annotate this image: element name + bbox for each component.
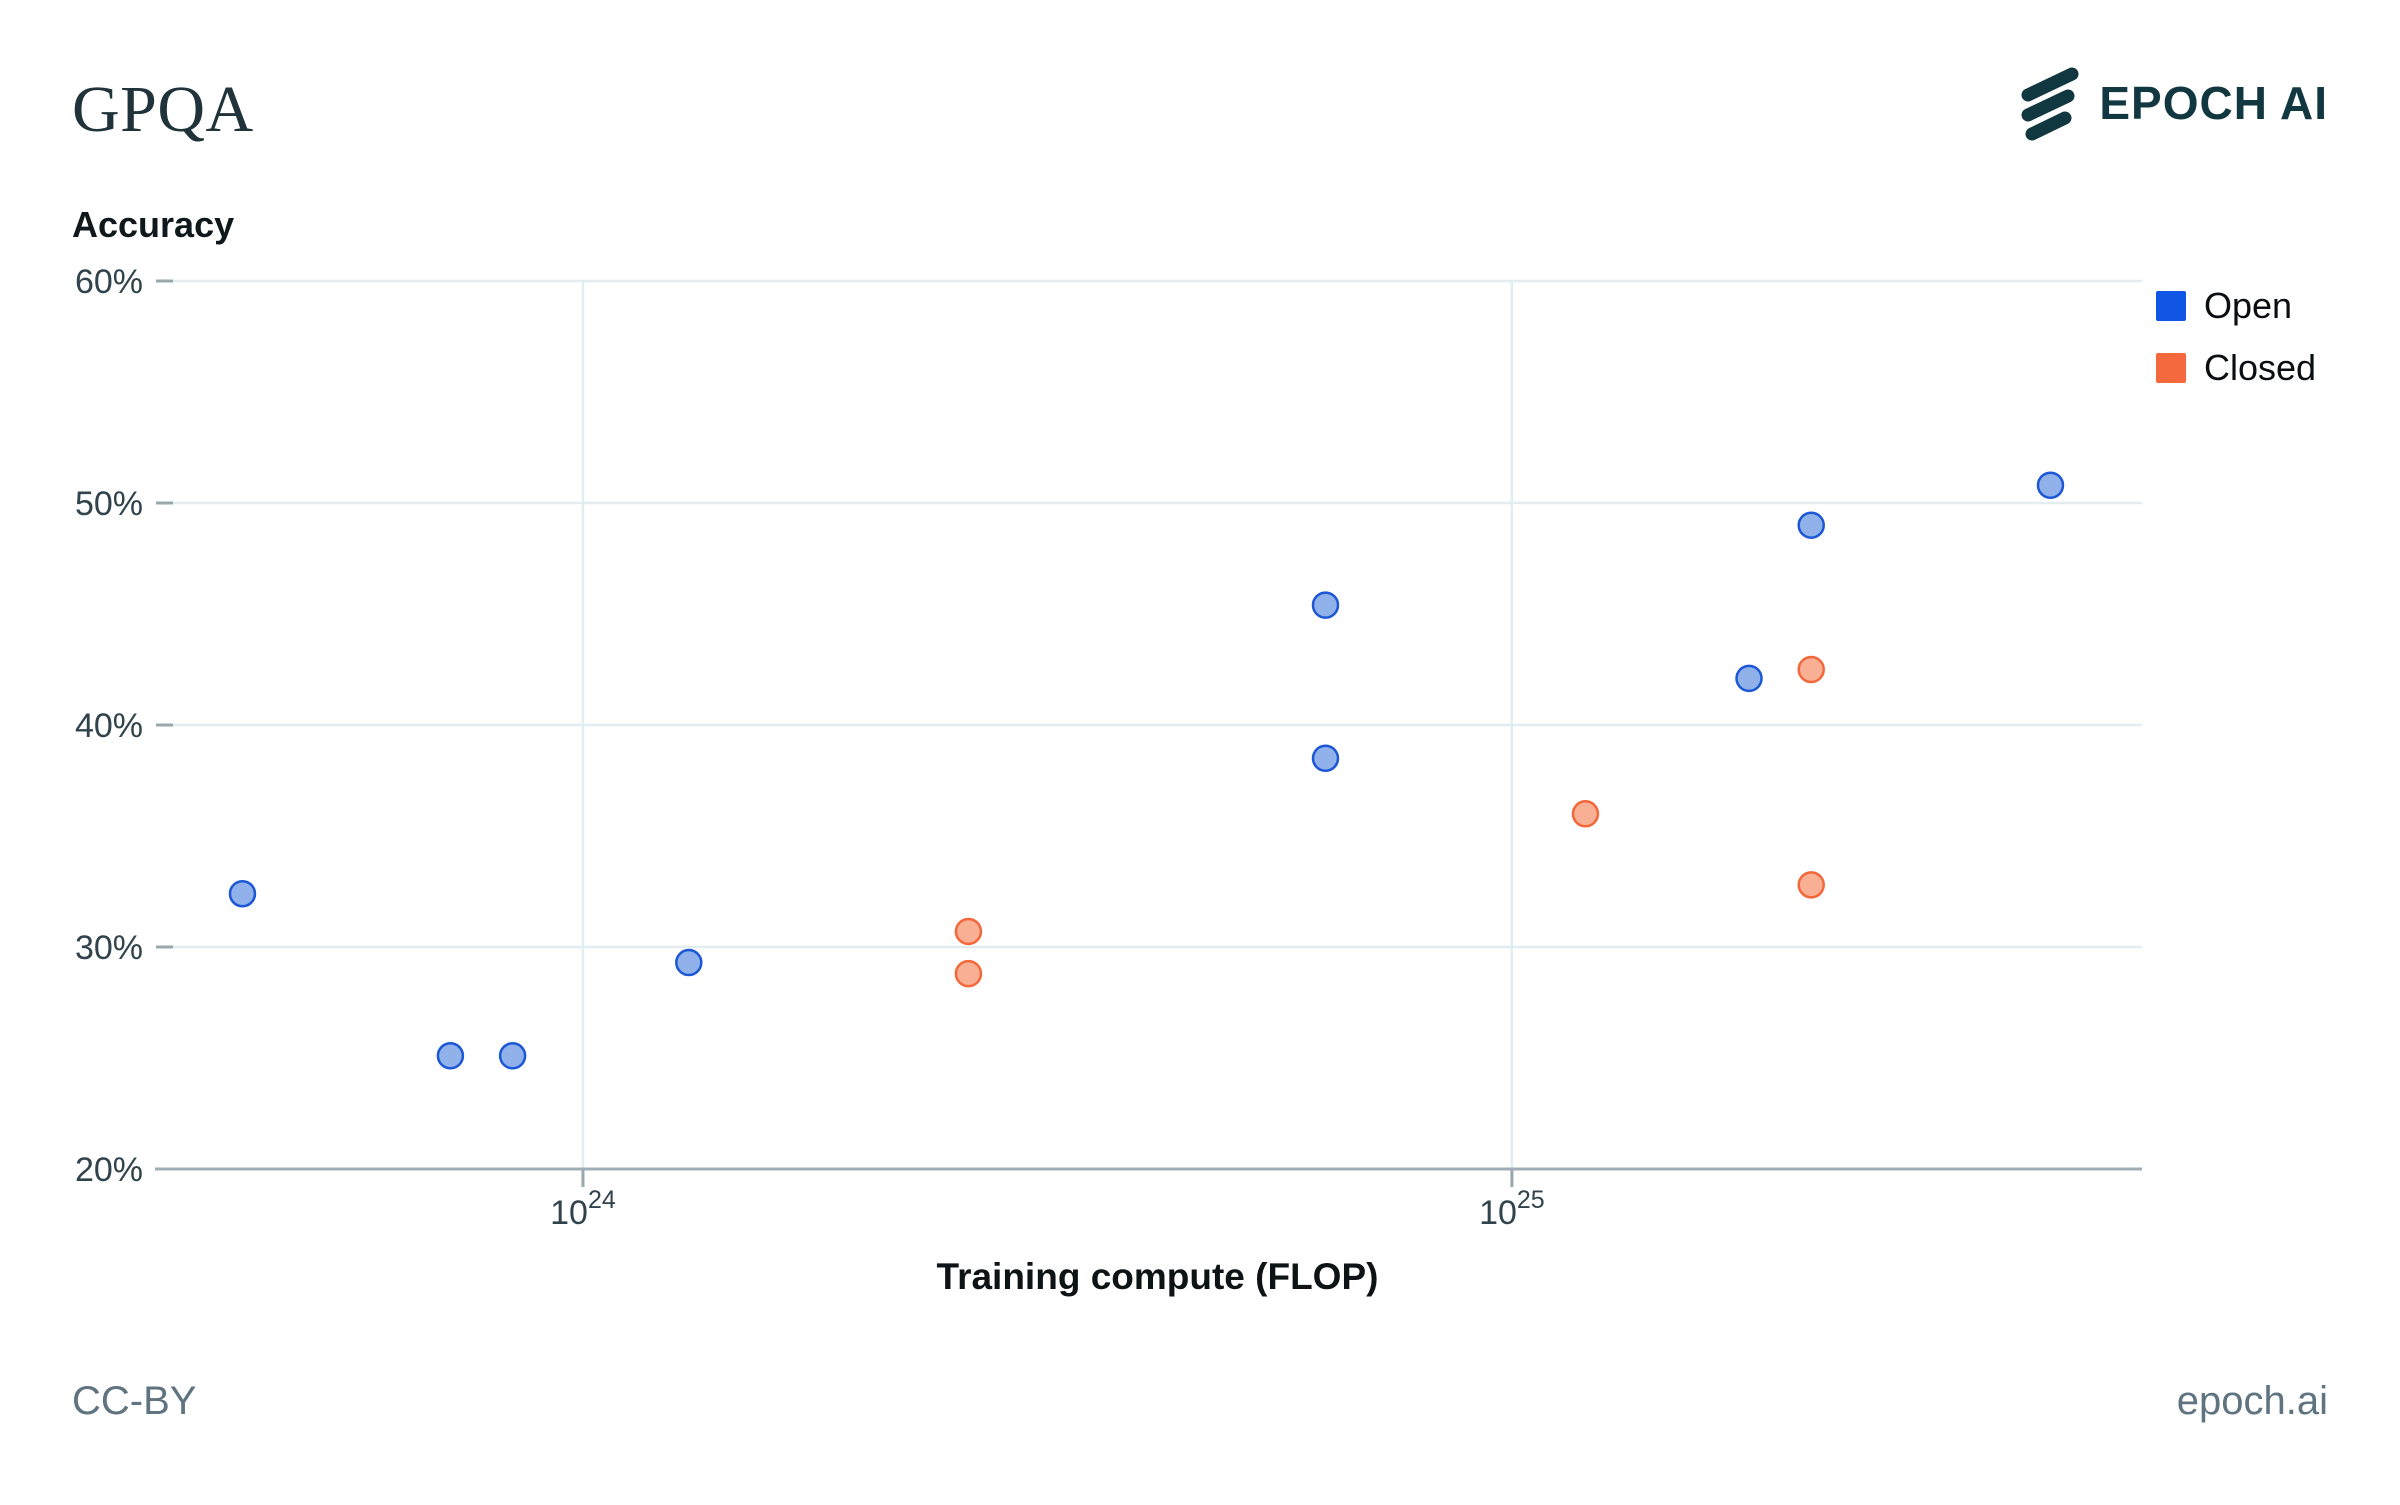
point-closed-2 <box>954 959 983 988</box>
point-closed-5 <box>1797 871 1825 899</box>
point-open-8 <box>1797 511 1825 539</box>
point-closed-4 <box>1797 655 1825 684</box>
point-closed-3 <box>1571 800 1600 828</box>
chart-title: GPQA <box>72 73 254 146</box>
y-tick-label-40: 40% <box>75 707 143 745</box>
y-axis-title: Accuracy <box>72 204 235 245</box>
y-tick-label-30: 30% <box>75 929 143 967</box>
legend-label-open: Open <box>2204 285 2293 326</box>
y-tick-label-60: 60% <box>75 263 143 301</box>
epoch-ai-logo: EPOCH AI <box>2021 64 2328 142</box>
legend-label-closed: Closed <box>2204 347 2317 388</box>
legend-item-open[interactable]: Open <box>2156 285 2316 326</box>
legend: Open Closed <box>2156 285 2317 388</box>
x-tick-label-1e24: 1024 <box>550 1186 616 1232</box>
y-tick-label-20: 20% <box>75 1151 143 1189</box>
site-link[interactable]: epoch.ai <box>2176 1379 2328 1423</box>
point-open-6 <box>1311 744 1340 773</box>
x-axis-title: Training compute (FLOP) <box>936 1256 1379 1297</box>
legend-item-closed[interactable]: Closed <box>2156 347 2317 388</box>
x-tick-label-1e25: 1025 <box>1479 1186 1545 1232</box>
legend-swatch-closed <box>2156 353 2186 383</box>
epoch-ai-logo-text: EPOCH AI <box>2099 77 2328 129</box>
point-open-5 <box>1311 591 1340 619</box>
legend-swatch-open <box>2156 291 2186 321</box>
y-tick-label-50: 50% <box>75 485 143 523</box>
point-open-9 <box>2036 471 2065 499</box>
point-open-4 <box>675 948 703 977</box>
point-closed-1 <box>954 917 983 946</box>
epoch-ai-logo-icon <box>2021 67 2079 141</box>
point-open-2 <box>436 1042 465 1070</box>
license-text: CC-BY <box>72 1379 197 1423</box>
point-open-3 <box>498 1042 527 1070</box>
point-open-7 <box>1735 664 1763 693</box>
point-open-1 <box>228 879 257 908</box>
